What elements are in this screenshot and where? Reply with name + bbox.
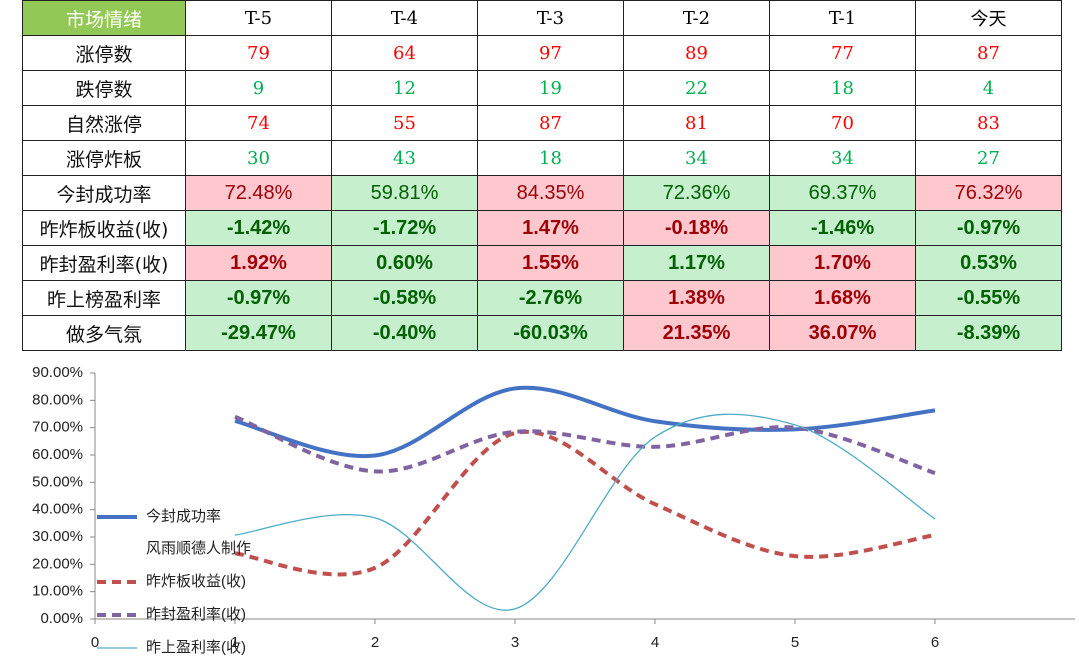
legend-label: 昨炸板收益(收) bbox=[146, 572, 246, 590]
value-cell: 1.38% bbox=[623, 280, 770, 316]
value-cell: -60.03% bbox=[477, 315, 624, 351]
header-cell: T-4 bbox=[331, 0, 478, 36]
value-cell: 89 bbox=[623, 35, 770, 71]
value-cell: 18 bbox=[769, 70, 916, 106]
table-row: 涨停数 79 64 97 89 77 87 bbox=[22, 35, 1062, 71]
header-cell: T-2 bbox=[623, 0, 770, 36]
table-row: 今封成功率 72.48% 59.81% 84.35% 72.36% 69.37% 76.32… bbox=[22, 175, 1062, 211]
x-tick-label: 3 bbox=[511, 634, 519, 651]
x-tick-label: 2 bbox=[371, 634, 379, 651]
x-tick-label: 6 bbox=[931, 634, 939, 651]
y-tick-label: 40.00% bbox=[32, 501, 83, 518]
value-cell: -0.55% bbox=[915, 280, 1062, 316]
value-cell: 77 bbox=[769, 35, 916, 71]
x-tick-label: 1 bbox=[231, 634, 239, 651]
value-cell: 59.81% bbox=[331, 175, 478, 211]
value-cell: 43 bbox=[331, 140, 478, 176]
value-cell: -0.97% bbox=[915, 210, 1062, 246]
legend-label: 今封成功率 bbox=[146, 508, 221, 525]
header-cell: 市场情绪 bbox=[22, 0, 186, 36]
table-row: 昨炸板收益(收) -1.42% -1.72% 1.47% -0.18% -1.46% -0.… bbox=[22, 210, 1062, 246]
y-tick-label: 30.00% bbox=[32, 528, 83, 545]
value-cell: 1.55% bbox=[477, 245, 624, 281]
table-row: 自然涨停 74 55 87 81 70 83 bbox=[22, 105, 1062, 141]
row-label: 自然涨停 bbox=[22, 105, 186, 141]
value-cell: 1.70% bbox=[769, 245, 916, 281]
y-tick-label: 80.00% bbox=[32, 391, 83, 408]
value-cell: -0.18% bbox=[623, 210, 770, 246]
y-tick-label: 20.00% bbox=[32, 555, 83, 572]
row-label: 昨封盈利率(收) bbox=[22, 245, 186, 281]
value-cell: 1.92% bbox=[185, 245, 332, 281]
row-label: 做多气氛 bbox=[22, 315, 186, 351]
value-cell: 72.48% bbox=[185, 175, 332, 211]
value-cell: -1.46% bbox=[769, 210, 916, 246]
header-cell: T-1 bbox=[769, 0, 916, 36]
legend-label: 昨封盈利率(收) bbox=[146, 606, 246, 623]
value-cell: 1.68% bbox=[769, 280, 916, 316]
value-cell: -0.97% bbox=[185, 280, 332, 316]
value-cell: -8.39% bbox=[915, 315, 1062, 351]
y-tick-label: 50.00% bbox=[32, 473, 83, 490]
value-cell: 72.36% bbox=[623, 175, 770, 211]
value-cell: 97 bbox=[477, 35, 624, 71]
value-cell: 79 bbox=[185, 35, 332, 71]
row-label: 昨上榜盈利率 bbox=[22, 280, 186, 316]
value-cell: 18 bbox=[477, 140, 624, 176]
table-row: 昨上榜盈利率 -0.97% -0.58% -2.76% 1.38% 1.68% -0.55% bbox=[22, 280, 1062, 316]
x-tick-label: 5 bbox=[791, 634, 799, 651]
value-cell: 1.47% bbox=[477, 210, 624, 246]
header-cell: 今天 bbox=[915, 0, 1062, 36]
series-line bbox=[234, 414, 936, 475]
value-cell: 22 bbox=[623, 70, 770, 106]
value-cell: -0.58% bbox=[331, 280, 478, 316]
y-tick-label: 70.00% bbox=[32, 419, 83, 436]
y-tick-label: 90.00% bbox=[32, 364, 83, 381]
y-tick-label: 10.00% bbox=[32, 583, 83, 600]
value-cell: -1.72% bbox=[331, 210, 478, 246]
value-cell: 81 bbox=[623, 105, 770, 141]
value-cell: 0.60% bbox=[331, 245, 478, 281]
value-cell: -2.76% bbox=[477, 280, 624, 316]
value-cell: 34 bbox=[769, 140, 916, 176]
x-tick-label: 4 bbox=[651, 634, 659, 651]
value-cell: 70 bbox=[769, 105, 916, 141]
table-row: 做多气氛 -29.47% -0.40% -60.03% 21.35% 36.07% -8.3… bbox=[22, 315, 1062, 351]
legend-label: 昨上盈利率(收) bbox=[146, 639, 246, 656]
series-line bbox=[234, 413, 936, 611]
header-row: 市场情绪 T-5 T-4 T-3 T-2 T-1 今天 bbox=[22, 0, 1062, 36]
value-cell: 9 bbox=[185, 70, 332, 106]
value-cell: 76.32% bbox=[915, 175, 1062, 211]
x-tick-label: 0 bbox=[91, 634, 99, 651]
value-cell: 21.35% bbox=[623, 315, 770, 351]
value-cell: 64 bbox=[331, 35, 478, 71]
table-row: 跌停数 9 12 19 22 18 4 bbox=[22, 70, 1062, 106]
value-cell: 74 bbox=[185, 105, 332, 141]
table-row: 昨封盈利率(收) 1.92% 0.60% 1.55% 1.17% 1.70% 0.53% bbox=[22, 245, 1062, 281]
value-cell: -29.47% bbox=[185, 315, 332, 351]
header-cell: T-5 bbox=[185, 0, 332, 36]
value-cell: -0.40% bbox=[331, 315, 478, 351]
table-row: 涨停炸板 30 43 18 34 34 27 bbox=[22, 140, 1062, 176]
annotation: 风雨顺德人制作 bbox=[146, 539, 251, 557]
value-cell: 34 bbox=[623, 140, 770, 176]
y-tick-label: 60.00% bbox=[32, 446, 83, 463]
row-label: 昨炸板收益(收) bbox=[22, 210, 186, 246]
value-cell: 1.17% bbox=[623, 245, 770, 281]
series-line bbox=[234, 429, 936, 577]
row-label: 今封成功率 bbox=[22, 175, 186, 211]
value-cell: 12 bbox=[331, 70, 478, 106]
sentiment-table: 市场情绪 T-5 T-4 T-3 T-2 T-1 今天 涨停数 79 64 97 89 77 87 跌停数 9… bbox=[22, 0, 1062, 351]
value-cell: 0.53% bbox=[915, 245, 1062, 281]
value-cell: 55 bbox=[331, 105, 478, 141]
series-line bbox=[234, 385, 936, 459]
y-tick-label: 0.00% bbox=[40, 610, 83, 627]
value-cell: 84.35% bbox=[477, 175, 624, 211]
